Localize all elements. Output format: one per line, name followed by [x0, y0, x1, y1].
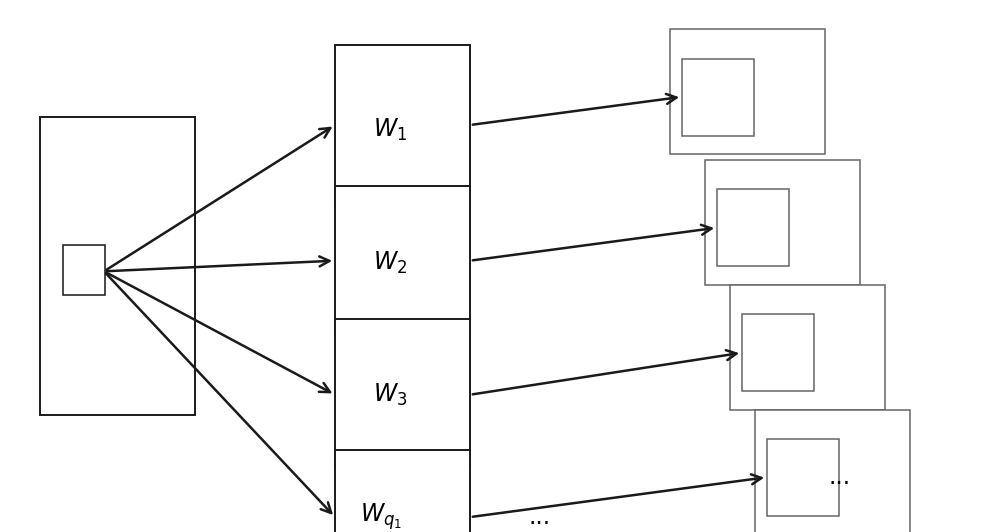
Text: $W_{3}$: $W_{3}$: [373, 381, 407, 408]
Bar: [63, 245, 105, 295]
Text: $W_{q_1}$: $W_{q_1}$: [360, 502, 402, 532]
Bar: [335, 319, 470, 468]
Bar: [40, 117, 195, 415]
Bar: [335, 450, 470, 532]
Bar: [335, 186, 470, 335]
Bar: [335, 45, 470, 205]
Bar: [730, 285, 885, 410]
Bar: [682, 59, 754, 136]
Text: ...: ...: [529, 505, 551, 529]
Bar: [705, 160, 860, 285]
Bar: [767, 439, 839, 516]
Bar: [670, 29, 825, 154]
Text: $W_{1}$: $W_{1}$: [373, 117, 407, 144]
Text: $W_{2}$: $W_{2}$: [373, 250, 407, 277]
Bar: [717, 189, 789, 266]
Text: ...: ...: [829, 465, 851, 489]
Bar: [755, 410, 910, 532]
Bar: [742, 314, 814, 391]
